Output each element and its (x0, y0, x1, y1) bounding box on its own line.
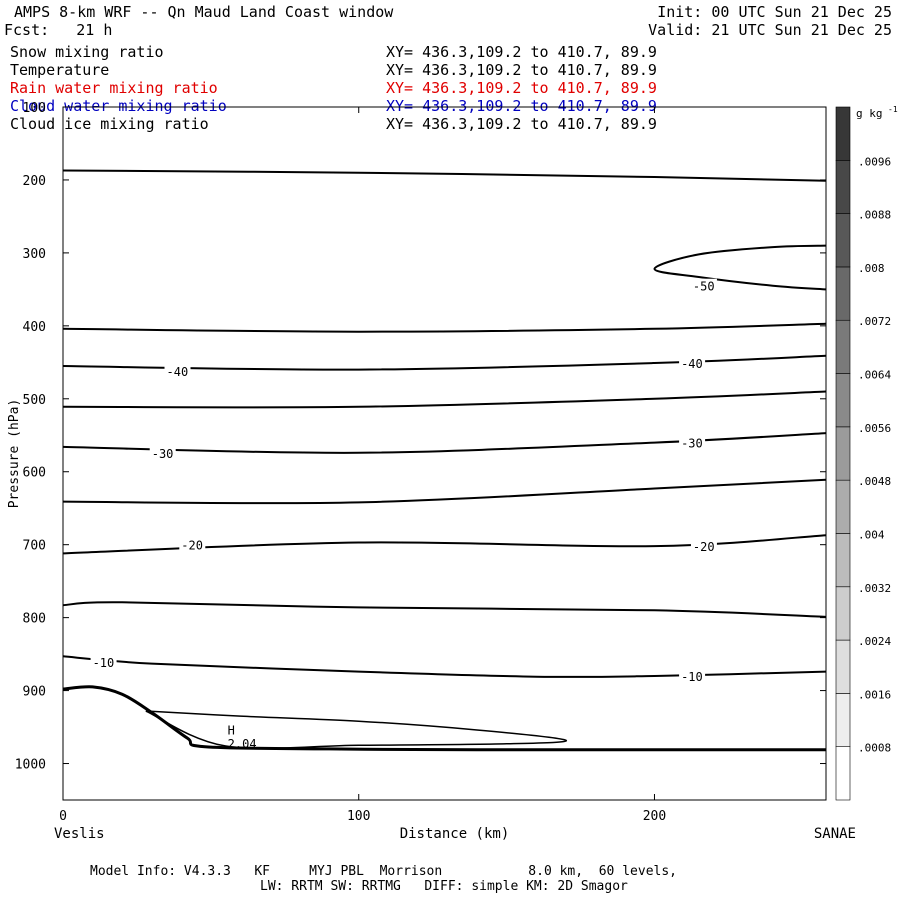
colorbar-label: .0048 (858, 475, 891, 488)
isotherm-label-bg (679, 435, 706, 450)
colorbar-swatch (835, 266, 851, 321)
isotherm-line (62, 322, 827, 333)
colorbar-label: .0064 (858, 369, 891, 382)
colorbar-label: .0088 (858, 209, 891, 222)
isotherm-label: -40 (167, 365, 189, 379)
isotherm-line (62, 655, 827, 679)
isotherm-line (62, 390, 827, 409)
colorbar-label: .0008 (858, 742, 891, 755)
y-tick-label: 600 (23, 466, 46, 481)
colorbar-swatch (835, 479, 851, 534)
isotherm-label-bg (679, 668, 706, 683)
isotherm-label-bg (90, 655, 117, 670)
isotherm-line (62, 601, 827, 618)
colorbar-label: .008 (858, 262, 885, 275)
field-name: Cloud water mixing ratio (10, 97, 227, 115)
colorbar-label: .0056 (858, 422, 891, 435)
colorbar-swatch (835, 373, 851, 428)
colorbar-swatch (835, 693, 851, 747)
model-info-line2: LW: RRTM SW: RRTMG DIFF: simple KM: 2D S… (260, 879, 628, 894)
field-xy: XY= 436.3,109.2 to 410.7, 89.9 (386, 61, 657, 79)
isotherm-label-bg (179, 537, 206, 552)
plot-frame (62, 106, 827, 801)
surface-terrain-line (62, 685, 827, 752)
colorbar-label: .0016 (858, 688, 891, 701)
model-info-line1: Model Info: V4.3.3 KF MYJ PBL Morrison 8… (90, 864, 677, 879)
maximum-value: 2.04 (228, 737, 257, 751)
y-tick-label: 100 (23, 101, 46, 116)
x-tick-label: 200 (643, 809, 666, 824)
isotherm-label: -20 (181, 539, 203, 553)
x-right-location: SANAE (814, 826, 856, 842)
colorbar-swatch (835, 426, 851, 481)
isotherm-line (62, 478, 827, 505)
y-tick-label: 900 (23, 685, 46, 700)
forecast-hour: Fcst: 21 h (4, 21, 113, 39)
y-tick-label: 200 (23, 174, 46, 189)
isotherm-label: -10 (93, 656, 115, 670)
cloud-contour (145, 710, 567, 750)
colorbar-swatch (835, 319, 851, 374)
colorbar-swatch (835, 106, 851, 161)
colorbar-swatch (835, 160, 851, 214)
isotherm-line (653, 244, 827, 291)
field-name: Cloud ice mixing ratio (10, 115, 209, 133)
field-xy: XY= 436.3,109.2 to 410.7, 89.9 (386, 97, 657, 115)
colorbar-label: .0072 (858, 315, 891, 328)
field-name: Rain water mixing ratio (10, 79, 218, 97)
y-tick-label: 1000 (15, 758, 46, 773)
isotherm-label-bg (690, 278, 717, 293)
colorbar-label: .004 (858, 528, 885, 541)
field-xy: XY= 436.3,109.2 to 410.7, 89.9 (386, 43, 657, 61)
y-axis-label: Pressure (hPa) (7, 399, 22, 509)
isotherm-label-bg (164, 364, 191, 379)
y-tick-label: 500 (23, 393, 46, 408)
isotherm-label: -20 (693, 540, 715, 554)
isotherm-label: -40 (681, 357, 703, 371)
colorbar-unit-exponent: -1 (888, 105, 898, 114)
isotherm-label: -10 (681, 670, 703, 684)
y-tick-label: 400 (23, 320, 46, 335)
x-left-location: Veslis (54, 826, 105, 842)
x-tick-label: 100 (347, 809, 370, 824)
isotherm-label: -50 (693, 280, 715, 294)
y-tick-label: 800 (23, 612, 46, 627)
x-axis-label: Distance (km) (400, 826, 510, 842)
y-tick-label: 700 (23, 539, 46, 554)
isotherm-label-bg (149, 445, 176, 460)
field-xy: XY= 436.3,109.2 to 410.7, 89.9 (386, 79, 657, 97)
isotherm-line (62, 432, 827, 454)
isotherm-label-bg (679, 356, 706, 371)
colorbar-label: .0096 (858, 155, 891, 168)
colorbar-swatch (835, 213, 851, 268)
isotherm-line (62, 169, 827, 182)
x-tick-label: 0 (59, 809, 67, 824)
colorbar-label: .0024 (858, 635, 891, 648)
field-name: Snow mixing ratio (10, 43, 164, 61)
isotherm-label: -30 (681, 437, 703, 451)
y-tick-label: 300 (23, 247, 46, 262)
isotherm-label: -30 (152, 447, 174, 461)
isotherm-label-bg (690, 539, 717, 554)
colorbar-unit: g kg (856, 107, 883, 120)
chart-title: AMPS 8-km WRF -- Qn Maud Land Coast wind… (14, 3, 394, 21)
colorbar-swatch (835, 746, 851, 801)
maximum-marker: H (228, 724, 235, 738)
valid-time: Valid: 21 UTC Sun 21 Dec 25 (648, 21, 892, 39)
colorbar-swatch (835, 639, 851, 694)
field-xy: XY= 436.3,109.2 to 410.7, 89.9 (386, 115, 657, 133)
colorbar-label: .0032 (858, 582, 891, 595)
field-name: Temperature (10, 61, 110, 79)
colorbar-swatch (835, 533, 851, 588)
colorbar-swatch (835, 586, 851, 641)
init-time: Init: 00 UTC Sun 21 Dec 25 (657, 3, 892, 21)
